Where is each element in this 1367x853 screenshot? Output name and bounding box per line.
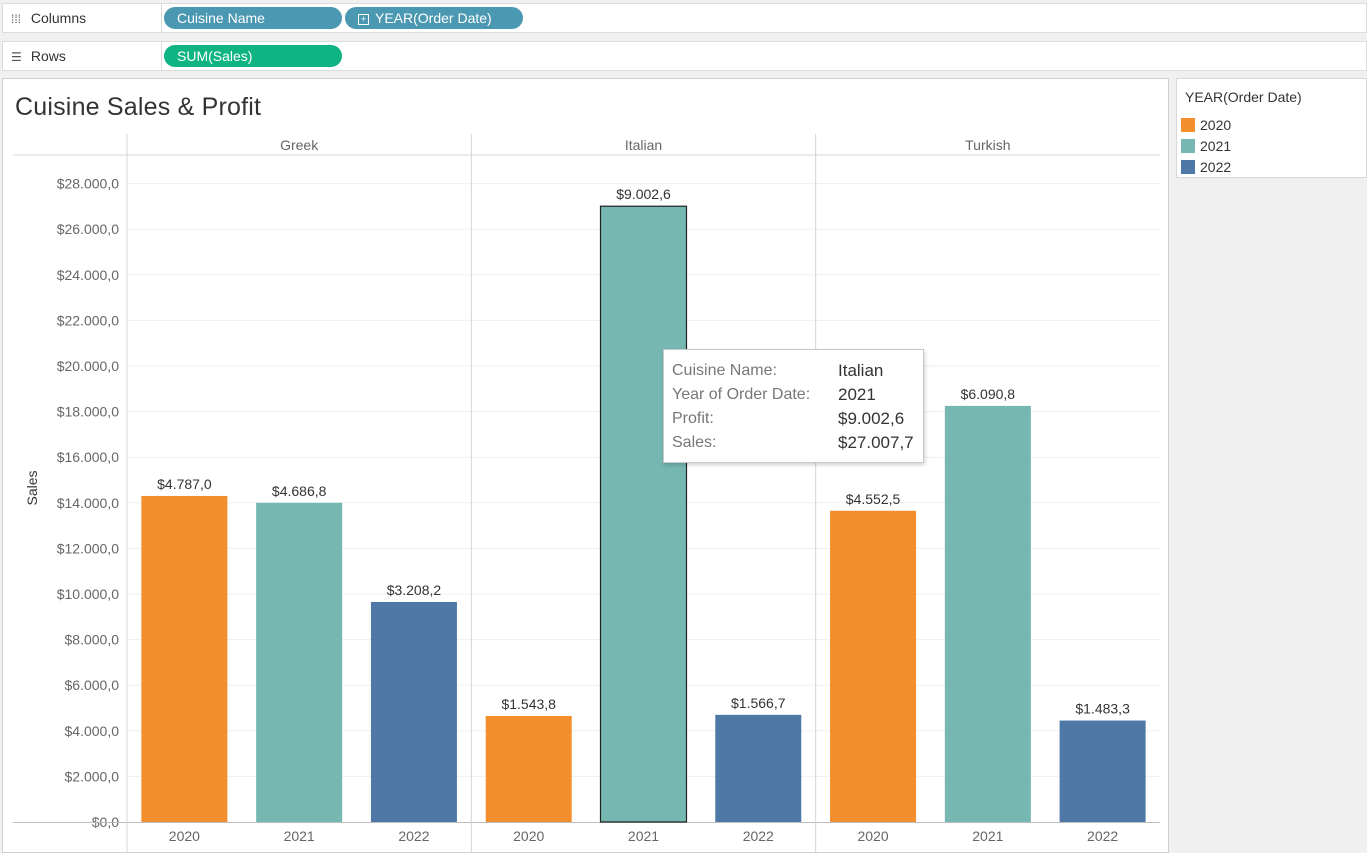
y-axis-title: Sales — [24, 470, 40, 505]
x-tick-label: 2022 — [1087, 828, 1118, 844]
rows-icon: ☰ — [11, 50, 22, 64]
x-tick-label: 2021 — [972, 828, 1003, 844]
bar-turkish-2020[interactable] — [830, 510, 917, 822]
shelf-divider — [161, 4, 162, 32]
legend-swatch-2021 — [1181, 139, 1195, 153]
chart-title: Cuisine Sales & Profit — [15, 93, 262, 121]
legend-swatch-2022 — [1181, 160, 1195, 174]
columns-label-text: Columns — [30, 10, 87, 26]
legend-item-2021[interactable]: 2021 — [1181, 137, 1231, 155]
tooltip-key: Sales: — [672, 434, 717, 451]
x-tick-label: 2022 — [743, 828, 774, 844]
cuisine-name-pill[interactable]: Cuisine Name — [164, 7, 342, 29]
y-tick-label: $16.000,0 — [57, 449, 119, 465]
x-tick-label: 2020 — [513, 828, 544, 844]
legend-label-2021: 2021 — [1200, 138, 1232, 154]
cuisine-name-pill-label: Cuisine Name — [177, 10, 265, 26]
color-legend[interactable]: YEAR(Order Date) 2020 2021 2022 — [1176, 78, 1367, 178]
bar-data-label: $9.002,6 — [616, 186, 671, 202]
legend-item-2022[interactable]: 2022 — [1181, 158, 1231, 176]
tooltip-value: 2021 — [838, 385, 876, 404]
y-tick-label: $24.000,0 — [57, 267, 119, 283]
rows-shelf[interactable]: ☰ Rows SUM(Sales) — [2, 41, 1367, 71]
y-tick-label: $2.000,0 — [65, 768, 120, 784]
tooltip-row-year: Year of Order Date: 2021 — [672, 384, 876, 406]
bar-italian-2022[interactable] — [715, 714, 802, 822]
bar-italian-2020[interactable] — [485, 715, 572, 822]
x-tick-label: 2021 — [284, 828, 315, 844]
pane-header-italian: Italian — [625, 137, 662, 153]
y-tick-label: $6.000,0 — [65, 677, 120, 693]
year-order-date-pill[interactable]: + YEAR(Order Date) — [345, 7, 523, 29]
bar-italian-2021[interactable] — [599, 205, 688, 823]
pane-header-turkish: Turkish — [965, 137, 1010, 153]
bar-data-label: $4.686,8 — [272, 483, 327, 499]
bar-data-label: $1.483,3 — [1075, 701, 1130, 717]
tooltip-value: $27.007,7 — [838, 433, 914, 452]
expand-plus-icon[interactable]: + — [358, 14, 369, 25]
rows-label-text: Rows — [30, 48, 66, 64]
bar-greek-2022[interactable] — [370, 601, 457, 822]
y-tick-label: $10.000,0 — [57, 586, 119, 602]
tooltip-key: Year of Order Date: — [672, 386, 811, 403]
tooltip-key: Cuisine Name: — [672, 362, 777, 379]
y-tick-label: $20.000,0 — [57, 358, 119, 374]
columns-shelf[interactable]: ⁞⁞⁞ Columns Cuisine Name + YEAR(Order Dat… — [2, 3, 1367, 33]
tooltip: Cuisine Name: Italian Year of Order Date… — [663, 349, 924, 463]
tooltip-value: $9.002,6 — [838, 409, 905, 428]
bar-data-label: $4.787,0 — [157, 476, 212, 492]
bar-data-label: $1.543,8 — [501, 696, 556, 712]
tooltip-value: Italian — [838, 361, 884, 380]
bar-data-label: $4.552,5 — [846, 491, 901, 507]
bar-data-label: $1.566,7 — [731, 695, 786, 711]
y-tick-label: $4.000,0 — [65, 723, 120, 739]
sum-sales-pill[interactable]: SUM(Sales) — [164, 45, 342, 67]
y-tick-label: $22.000,0 — [57, 312, 119, 328]
legend-title: YEAR(Order Date) — [1185, 89, 1302, 105]
tooltip-row-profit: Profit: $9.002,6 — [672, 408, 904, 430]
bar-greek-2021[interactable] — [256, 502, 343, 822]
columns-icon: ⁞⁞⁞ — [11, 12, 22, 26]
bar-greek-2020[interactable] — [141, 495, 228, 822]
x-tick-label: 2020 — [857, 828, 888, 844]
tooltip-row-cuisine: Cuisine Name: Italian — [672, 360, 883, 382]
bar-data-label: $6.090,8 — [961, 386, 1016, 402]
y-tick-label: $8.000,0 — [65, 632, 120, 648]
x-tick-label: 2022 — [398, 828, 429, 844]
y-tick-label: $28.000,0 — [57, 176, 119, 192]
bar-turkish-2022[interactable] — [1059, 720, 1146, 822]
shelf-divider — [161, 42, 162, 70]
pane-header-greek: Greek — [280, 137, 319, 153]
x-tick-label: 2020 — [169, 828, 200, 844]
bar-turkish-2021[interactable] — [944, 405, 1031, 822]
legend-label-2022: 2022 — [1200, 159, 1232, 175]
sum-sales-pill-label: SUM(Sales) — [177, 48, 253, 64]
tooltip-row-sales: Sales: $27.007,7 — [672, 432, 914, 454]
y-tick-label: $26.000,0 — [57, 221, 119, 237]
legend-label-2020: 2020 — [1200, 117, 1232, 133]
rows-shelf-label: ☰ Rows — [11, 42, 66, 70]
y-tick-label: $18.000,0 — [57, 404, 119, 420]
bar-chart[interactable]: $0,0$2.000,0$4.000,0$6.000,0$8.000,0$10.… — [3, 79, 1168, 852]
viz-area[interactable]: Cuisine Sales & Profit $0,0 $2.000,0 $4.00… — [2, 78, 1169, 853]
year-order-date-pill-label: YEAR(Order Date) — [375, 10, 492, 26]
x-tick-label: 2021 — [628, 828, 659, 844]
legend-swatch-2020 — [1181, 118, 1195, 132]
legend-item-2020[interactable]: 2020 — [1181, 116, 1231, 134]
y-tick-label: $14.000,0 — [57, 495, 119, 511]
tooltip-key: Profit: — [672, 410, 714, 427]
columns-shelf-label: ⁞⁞⁞ Columns — [11, 4, 86, 32]
y-tick-label: $12.000,0 — [57, 540, 119, 556]
bar-data-label: $3.208,2 — [387, 582, 442, 598]
